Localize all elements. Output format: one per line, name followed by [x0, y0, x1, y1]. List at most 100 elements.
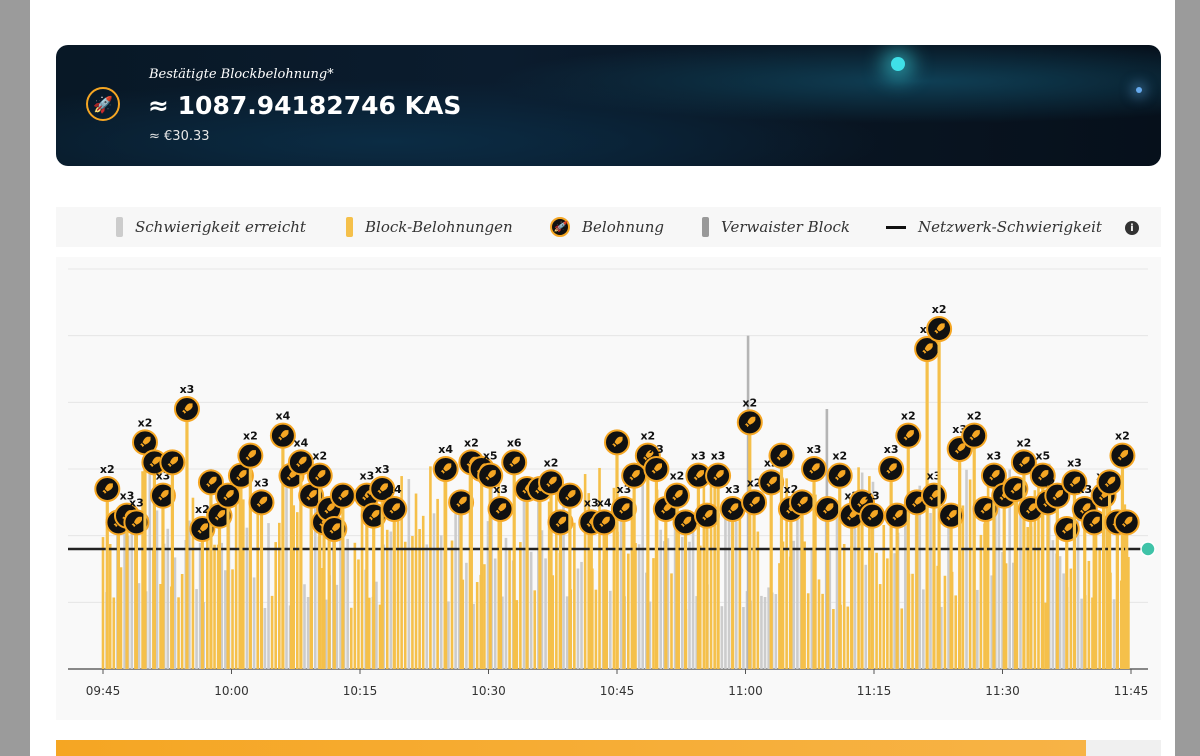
reward-multiplier-label: x3	[120, 490, 135, 503]
reward-bar	[1002, 495, 1006, 669]
block-bar	[159, 584, 162, 669]
legend-item-network[interactable]: Netzwerk-Schwierigkeit	[886, 217, 1102, 237]
block-bar	[583, 474, 587, 669]
share-bar	[792, 540, 796, 669]
legend-block-swatch	[346, 217, 353, 237]
reward-multiplier-label: x3	[865, 490, 880, 503]
banner-glow-small	[1136, 87, 1142, 93]
reward-bar	[826, 509, 830, 669]
reward-bar	[209, 482, 213, 669]
legend-block-label: Block-Belohnungen	[365, 218, 513, 236]
legend-item-orphan[interactable]: Verwaister Block	[702, 217, 850, 237]
reward-bar	[309, 495, 313, 669]
reward-bar	[1072, 482, 1077, 669]
reward-bar	[1083, 509, 1087, 669]
block-bar	[1033, 490, 1037, 669]
reward-bar	[915, 502, 919, 669]
reward-bar	[480, 469, 484, 669]
block-bar	[1004, 563, 1008, 669]
block-bar	[986, 467, 990, 669]
block-bar	[234, 483, 238, 669]
block-bar	[677, 522, 680, 669]
reward-bar	[632, 475, 636, 669]
block-bar	[857, 467, 860, 669]
block-bar	[821, 593, 824, 669]
reward-multiplier-label: x2	[464, 436, 479, 449]
reward-bar	[1092, 522, 1096, 669]
block-bar	[418, 529, 421, 669]
share-bar	[976, 589, 979, 669]
reward-multiplier-label: x3	[375, 463, 390, 476]
block-bar	[349, 607, 353, 669]
share-bar	[306, 597, 310, 669]
block-bar	[868, 476, 871, 669]
reward-bar	[800, 502, 804, 669]
reward-multiplier-label: x2	[932, 303, 947, 316]
share-bar	[425, 544, 429, 669]
block-bar	[177, 597, 180, 669]
reward-multiplier-label: x3	[180, 383, 195, 396]
background-left-edge	[0, 0, 30, 756]
share-bar	[313, 485, 317, 669]
reward-bar	[289, 475, 294, 669]
block-bar	[1037, 486, 1040, 669]
share-bar	[918, 485, 922, 669]
share-bar	[864, 564, 868, 669]
reward-bar	[459, 502, 463, 669]
block-bar	[842, 544, 846, 669]
reward-multiplier-label: x3	[359, 470, 374, 483]
legend-orphan-swatch	[702, 217, 709, 237]
x-tick-label: 11:30	[985, 684, 1020, 698]
block-bar	[436, 498, 439, 669]
reward-multiplier-label: x2	[742, 396, 757, 409]
network-difficulty-marker	[1140, 541, 1156, 557]
reward-bar	[646, 455, 650, 669]
reward-multiplier-label: x3	[884, 443, 899, 456]
reward-multiplier-label: x3	[807, 443, 822, 456]
info-icon[interactable]: i	[1125, 221, 1139, 235]
reward-bar	[589, 522, 593, 669]
block-bar	[875, 552, 878, 669]
legend-reward-label: Belohnung	[582, 218, 664, 236]
share-bar	[680, 536, 684, 669]
reward-bar	[860, 502, 864, 669]
share-bar	[853, 496, 857, 669]
block-bar	[627, 553, 630, 669]
legend-item-share[interactable]: Schwierigkeit erreicht	[116, 217, 306, 237]
legend-item-block[interactable]: Block-Belohnungen	[346, 217, 513, 237]
block-bar	[403, 541, 407, 669]
share-bar	[339, 517, 342, 669]
block-bar	[1087, 560, 1091, 669]
block-bar	[1094, 485, 1098, 669]
reward-bar	[895, 515, 899, 669]
reward-multiplier-label: x5	[483, 450, 498, 463]
reward-multiplier-label: x3	[584, 496, 599, 509]
block-bar	[396, 511, 400, 669]
share-bar	[263, 607, 267, 669]
share-bar	[1058, 556, 1062, 669]
reward-bar	[622, 509, 626, 669]
reward-banner: 🚀 Bestätigte Blockbelohnung* ≈ 1087.9418…	[56, 45, 1161, 166]
reward-bar	[239, 475, 243, 669]
share-bar	[252, 577, 256, 669]
block-bar	[652, 558, 655, 669]
share-bar	[346, 538, 349, 669]
banner-glow	[891, 57, 905, 71]
reward-bar	[226, 495, 230, 669]
reward-bar	[1022, 462, 1026, 669]
block-bar	[497, 477, 501, 669]
share-bar	[619, 519, 623, 669]
reward-bar	[812, 469, 816, 669]
block-bar	[670, 573, 673, 669]
legend-item-reward[interactable]: 🚀 Belohnung	[550, 217, 664, 237]
block-bar	[519, 542, 522, 669]
block-bar	[612, 487, 616, 669]
reward-bar	[889, 469, 893, 669]
share-bar	[407, 479, 411, 669]
block-bar	[1123, 504, 1127, 669]
reward-bar	[958, 449, 962, 669]
hashrate-chart: x2x3x3x2x3x3x2x2x3x4x4x2x3x2x3x4x4x2x5x3…	[68, 268, 1156, 698]
reward-multiplier-label: x2	[670, 470, 685, 483]
share-bar	[1076, 508, 1080, 669]
share-bar	[501, 596, 504, 669]
